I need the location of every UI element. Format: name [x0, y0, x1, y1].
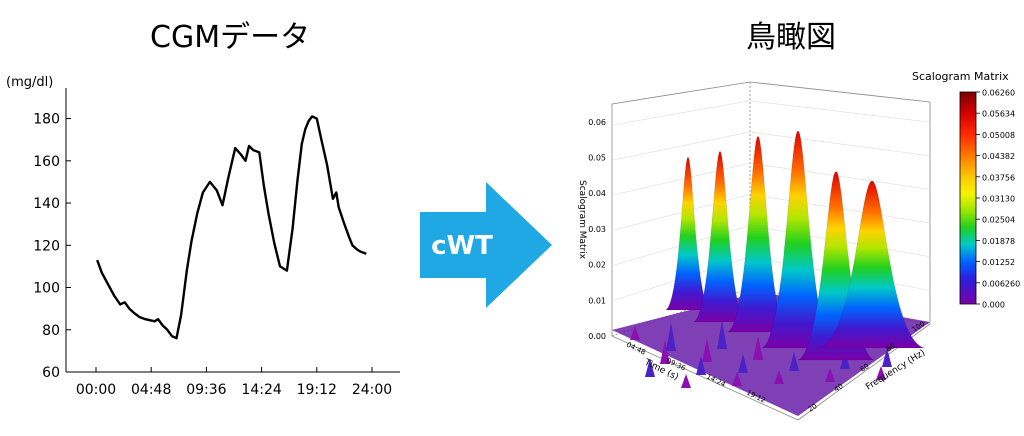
cgm-y-tick-label: 120: [33, 238, 60, 254]
colorbar-tick-label: 0.05634: [982, 110, 1015, 119]
birds-eye-view-heading: 鳥瞰図: [746, 12, 836, 56]
colorbar-tick-label: 0.000: [982, 301, 1005, 310]
colorbar-tick-label: 0.02504: [982, 216, 1015, 225]
surface-box-edge: [750, 82, 930, 102]
cwt-arrow: cWT: [420, 180, 560, 310]
cgm-x-tick-label: 09:36: [186, 382, 226, 398]
surface-ripple: [681, 374, 691, 388]
scalogram-surface-chart: Scalogram Matrix 0.062600.056340.050080.…: [560, 60, 1024, 436]
colorbar-tick-label: 0.06260: [982, 89, 1015, 98]
cgm-y-tick-label: 140: [33, 196, 60, 212]
surface-z-ticks: 0.00 0.01 0.02 0.03 0.04 0.05 0.06: [588, 118, 606, 341]
colorbar-tick-label: 0.03756: [982, 173, 1015, 182]
cgm-x-tick-label: 24:00: [352, 382, 392, 398]
cgm-y-tick-label: 180: [33, 112, 60, 128]
colorbar-title: Scalogram Matrix: [912, 70, 1009, 83]
surface-z-axis-label: Scalogram Matrix: [577, 180, 587, 260]
colorbar-tick-label: 0.01878: [982, 237, 1015, 246]
cgm-y-tick-label: 100: [33, 281, 60, 297]
scalogram-panel: Scalogram Matrix 0.06260 0.05634 0.05008 0.…: [560, 60, 1024, 436]
cgm-series-group: [97, 116, 366, 338]
cgm-y-tick-label: 80: [42, 323, 60, 339]
surface-wall-gridline: [612, 132, 930, 160]
colorbar-ticks: 0.06260 0.05634 0.05008 0.04382 0.03756 0.031…: [976, 89, 1020, 310]
surface-z-tick-label: 0.06: [588, 118, 606, 127]
cgm-y-tick-label: 160: [33, 154, 60, 170]
surface-z-tick-label: 0.05: [588, 154, 606, 163]
cgm-chart-panel: (mg/dl) 60 80 100 120 140 160 180 00:00 04:48 09:…: [0, 60, 420, 436]
surface-wall-gridline: [612, 101, 930, 125]
surface-peak: [666, 157, 710, 310]
cwt-label: cWT: [431, 231, 493, 261]
cgm-x-tick-label: 00:00: [76, 382, 116, 398]
colorbar-tick-label: 0.05008: [982, 131, 1015, 140]
surface-z-tick-label: 0.03: [588, 225, 606, 234]
cgm-x-tick-label: 04:48: [131, 382, 171, 398]
cgm-x-tick-label: 19:12: [297, 382, 337, 398]
surface-box-edge: [612, 82, 750, 104]
cgm-glucose-line: [97, 116, 366, 338]
cgm-y-tick-label: 60: [42, 365, 60, 381]
cgm-x-tick-label: 14:24: [241, 382, 281, 398]
cgm-axes: 60 80 100 120 140 160 180 00:00 04:48 09:36 14:24 1…: [33, 88, 400, 398]
surface-z-tick-label: 0.02: [588, 261, 606, 270]
surface-z-tick-label: 0.04: [588, 189, 606, 198]
cgm-y-axis-unit: (mg/dl): [6, 75, 53, 90]
surface-wall-gridline: [612, 163, 930, 195]
colorbar-tick-label: 0.04382: [982, 152, 1015, 161]
cgm-data-heading: CGMデータ: [150, 12, 310, 56]
colorbar-tick-label: 0.006260: [982, 279, 1020, 288]
colorbar-tick-label: 0.01252: [982, 258, 1015, 267]
surface-z-tick-label: 0.01: [588, 296, 606, 305]
cgm-line-chart: (mg/dl) 60 80 100 120 140 160 180 00:00 04:48 09:…: [0, 60, 420, 436]
surface-z-tick-label: 0.00: [588, 332, 606, 341]
colorbar-tick-label: 0.03130: [982, 195, 1015, 204]
colorbar: [960, 92, 976, 304]
